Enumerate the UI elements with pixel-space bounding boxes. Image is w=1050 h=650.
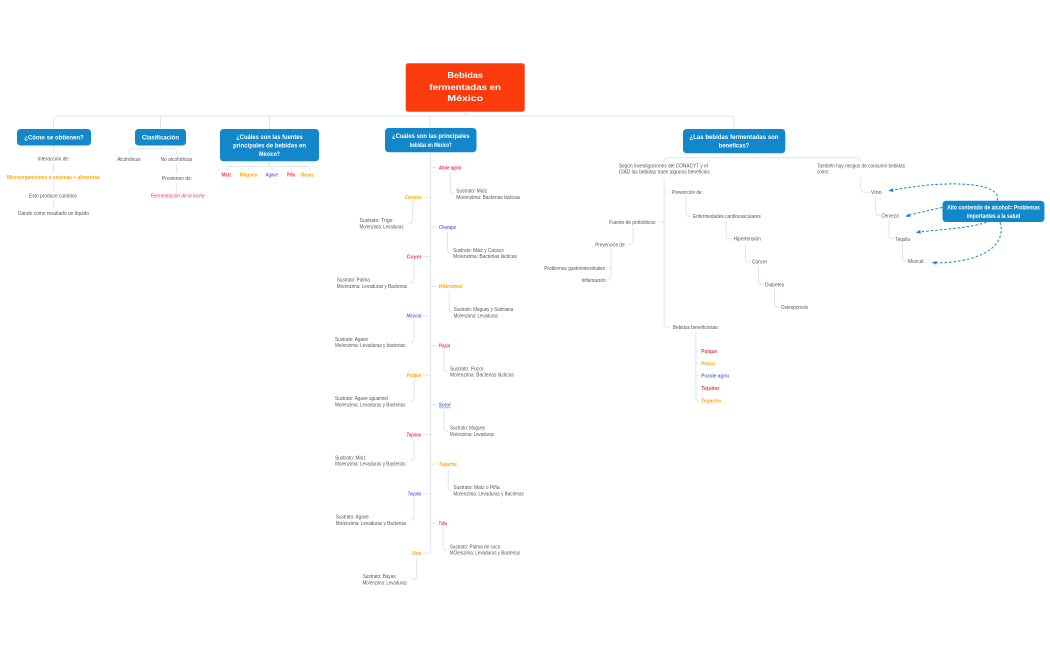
svg-text:Mo/enzima: Bacterias lácticas: Mo/enzima: Bacterias lácticas <box>450 373 514 379</box>
svg-text:Pozole agrio: Pozole agrio <box>701 374 729 380</box>
svg-text:Sustrato: Agave aguamiel: Sustrato: Agave aguamiel <box>335 396 388 402</box>
svg-text:Fuente de probióticos: Fuente de probióticos <box>609 220 656 226</box>
svg-text:Hipertensión: Hipertensión <box>734 236 762 242</box>
svg-text:Mo/enzima: Levaduras y Bacteri: Mo/enzima: Levaduras y Bacterias <box>335 402 406 408</box>
svg-text:Tequila: Tequila <box>895 237 910 243</box>
svg-text:Bayas: Bayas <box>301 173 314 179</box>
svg-text:Cáncer: Cáncer <box>752 259 768 265</box>
svg-text:Pozol: Pozol <box>439 343 451 349</box>
svg-text:Cerveza: Cerveza <box>881 213 899 219</box>
svg-text:Pulque: Pulque <box>701 349 717 355</box>
svg-text:Tepache: Tepache <box>439 462 457 468</box>
svg-text:MO/enzima: Levaduras y Bacteri: MO/enzima: Levaduras y Bacterias <box>450 551 521 557</box>
svg-text:importantes a la salud: importantes a la salud <box>967 213 1021 220</box>
svg-text:Vino: Vino <box>412 551 421 557</box>
svg-text:¿Cuáles son las fuentes: ¿Cuáles son las fuentes <box>236 134 303 141</box>
svg-text:como:: como: <box>817 170 829 176</box>
svg-text:Bebidas: Bebidas <box>447 71 483 80</box>
svg-text:Sotol: Sotol <box>439 403 451 409</box>
svg-text:Mo/enzima: Levaduras: Mo/enzima: Levaduras <box>360 225 404 231</box>
svg-text:Pulque: Pulque <box>407 373 422 379</box>
svg-text:Diabetes: Diabetes <box>765 282 785 288</box>
svg-text:Osteoporosis: Osteoporosis <box>781 305 809 311</box>
svg-text:principales de bebidas en: principales de bebidas en <box>233 143 306 150</box>
svg-text:Clasificación: Clasificación <box>142 135 179 142</box>
svg-text:Tepache: Tepache <box>701 399 721 405</box>
svg-text:CIAD las bebidas traen algunos: CIAD las bebidas traen algunos beneficio… <box>619 170 710 176</box>
svg-text:Mo/enzima: Levaduras y bacteri: Mo/enzima: Levaduras y bacterias <box>335 343 406 349</box>
svg-text:Sustrato: Trigo: Sustrato: Trigo <box>360 218 393 224</box>
svg-text:Provienen de:: Provienen de: <box>162 176 192 182</box>
svg-text:Esto produce cambios: Esto produce cambios <box>29 193 77 199</box>
svg-text:Sustrato: Agave: Sustrato: Agave <box>336 515 369 521</box>
svg-text:Sustrato: Pozol: Sustrato: Pozol <box>450 366 483 372</box>
svg-text:Agave: Agave <box>266 173 278 179</box>
svg-text:También hay riesgos de consumi: También hay riesgos de consumir bebidas <box>817 164 905 170</box>
svg-text:Tejuino: Tejuino <box>407 432 422 438</box>
svg-text:Sustrato: Maguey: Sustrato: Maguey <box>450 426 486 432</box>
svg-text:beneficas?: beneficas? <box>719 143 750 150</box>
svg-text:Interacción de:: Interacción de: <box>38 156 70 162</box>
svg-text:Maíz: Maíz <box>222 173 232 179</box>
svg-text:Coyol: Coyol <box>407 254 422 260</box>
svg-text:Sustrato: Maíz o Piña: Sustrato: Maíz o Piña <box>453 485 499 491</box>
svg-text:Según investigaciones del CONA: Según investigaciones del CONACYT y el <box>619 164 708 170</box>
svg-text:Hidromiel: Hidromiel <box>439 284 463 290</box>
svg-text:Sustrato: Agave: Sustrato: Agave <box>335 337 368 343</box>
svg-text:Mo/enzima: Levaduras: Mo/enzima: Levaduras <box>454 313 498 319</box>
svg-text:Prevención de:: Prevención de: <box>595 243 626 249</box>
svg-text:Sustrato: Maíz: Sustrato: Maíz <box>335 455 366 461</box>
svg-text:Inflamación: Inflamación <box>582 278 606 284</box>
svg-text:¿Cómo se obtienen?: ¿Cómo se obtienen? <box>24 135 84 142</box>
svg-text:Mo/enzima: Levaduras y Bacteri: Mo/enzima: Levaduras y Bacterias <box>336 521 407 527</box>
svg-text:Tejuino: Tejuino <box>701 386 719 392</box>
svg-text:Alto contenido de alcohol= Pro: Alto contenido de alcohol= Problemas <box>947 204 1040 211</box>
svg-text:Maguey: Maguey <box>240 173 258 179</box>
svg-text:¿Las bebidas fermentadas son: ¿Las bebidas fermentadas son <box>690 134 779 141</box>
svg-text:Mo/enzima: Levaduras: Mo/enzima: Levaduras <box>450 432 494 438</box>
svg-text:Enfermedades cardiovasculares: Enfermedades cardiovasculares <box>693 214 761 220</box>
svg-text:Sustrato: Palma de coco: Sustrato: Palma de coco <box>450 544 501 550</box>
svg-text:Sustrato: Maguey y Salmiana: Sustrato: Maguey y Salmiana <box>454 307 514 313</box>
svg-text:No alcohólicas: No alcohólicas <box>161 157 193 163</box>
svg-text:Sustrato: Bayas: Sustrato: Bayas <box>363 574 396 580</box>
svg-text:Alcohólicas: Alcohólicas <box>117 157 141 163</box>
svg-text:Mo/enzima: Bacterias lácticas: Mo/enzima: Bacterias lácticas <box>456 195 520 201</box>
svg-text:Charape: Charape <box>439 225 456 231</box>
svg-text:Prevención de:: Prevención de: <box>672 190 703 196</box>
svg-text:Problemas gastrointestinales: Problemas gastrointestinales <box>544 266 605 272</box>
svg-text:Tuba: Tuba <box>439 521 447 527</box>
svg-text:Mo/enzima: Levaduras: Mo/enzima: Levaduras <box>363 580 407 586</box>
svg-text:Bebidas beneficiosas:: Bebidas beneficiosas: <box>673 325 719 331</box>
svg-text:Tequila: Tequila <box>408 492 422 498</box>
svg-text:Pozol: Pozol <box>701 361 715 367</box>
svg-text:Vino: Vino <box>871 190 882 196</box>
svg-text:Sustrato: Palma: Sustrato: Palma <box>337 278 370 284</box>
svg-text:México?: México? <box>259 151 280 158</box>
svg-text:Cerveza: Cerveza <box>405 195 422 201</box>
svg-text:Fermentación de la leche: Fermentación de la leche <box>151 193 205 199</box>
svg-text:Mezcal: Mezcal <box>407 314 422 320</box>
svg-text:bebidas en México?: bebidas en México? <box>410 142 452 149</box>
svg-text:Mo/enzima: Levaduras y Bacteri: Mo/enzima: Levaduras y Bacterias <box>335 462 406 468</box>
svg-text:Mo/enzima: Bacterias lácticas: Mo/enzima: Bacterias lácticas <box>453 254 517 260</box>
svg-text:Dando como resultado un líquid: Dando como resultado un líquido <box>18 211 89 217</box>
svg-text:México: México <box>447 94 483 103</box>
svg-text:Sustrato: Maíz: Sustrato: Maíz <box>456 189 487 195</box>
svg-text:¿Cuáles son las principales: ¿Cuáles son las principales <box>392 133 470 140</box>
svg-text:fermentadas en: fermentadas en <box>429 83 501 92</box>
svg-text:Microorganismos o enzimas + al: Microorganismos o enzimas + alimentos <box>7 175 100 181</box>
svg-text:Mo/enzima: Levaduras y Bacteri: Mo/enzima: Levaduras y Bacterias <box>337 284 408 290</box>
svg-text:Mezcal: Mezcal <box>908 259 924 265</box>
svg-text:Piña: Piña <box>287 173 295 179</box>
svg-text:Atole agrio: Atole agrio <box>438 165 461 171</box>
svg-text:Mo/enzima: Levaduras y Bacteri: Mo/enzima: Levaduras y Bacterias <box>453 491 524 497</box>
svg-text:Sustrato: Máiz y Cacaco: Sustrato: Máiz y Cacaco <box>453 248 504 254</box>
